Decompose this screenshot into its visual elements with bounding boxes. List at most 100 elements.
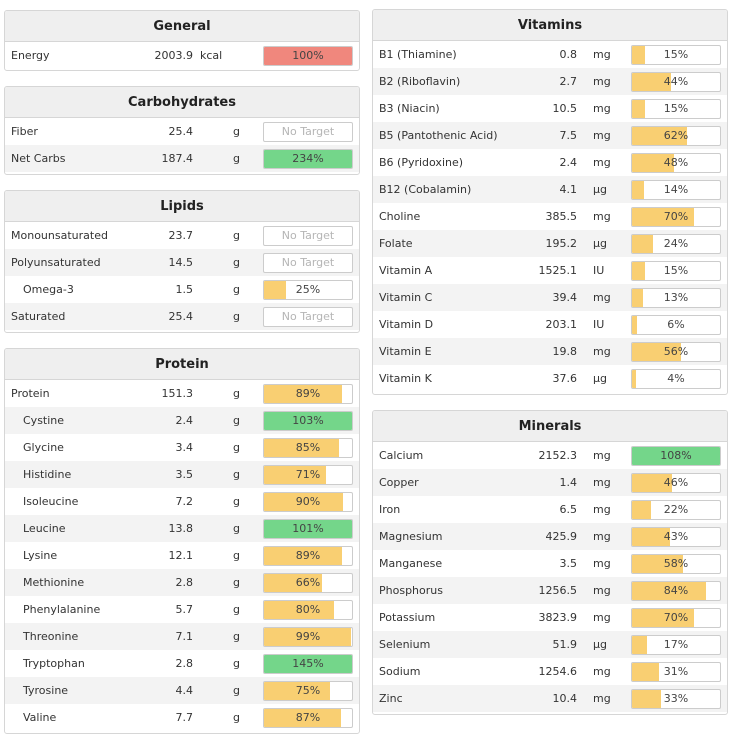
nutrient-unit: g: [233, 549, 240, 562]
nutrient-amount: 3823.9: [538, 611, 578, 624]
nutrient-amount: 3.5: [559, 557, 578, 570]
nutrient-row: Leucine 13.8 g 101%: [5, 515, 359, 542]
nutrient-name: Iron: [379, 503, 401, 516]
nutrient-unit: g: [233, 657, 240, 670]
target-progress-bar: 58%: [631, 554, 721, 574]
nutrient-name: Protein: [11, 387, 50, 400]
target-progress-bar: 89%: [263, 546, 353, 566]
nutrient-amount: 2003.9: [154, 49, 194, 62]
nutrient-row: Vitamin K 37.6 µg 4%: [373, 365, 727, 392]
target-progress-bar: No Target: [263, 122, 353, 142]
target-progress-bar: 31%: [631, 662, 721, 682]
target-progress-bar: 75%: [263, 681, 353, 701]
target-progress-bar: 15%: [631, 99, 721, 119]
nutrient-row: Vitamin C 39.4 mg 13%: [373, 284, 727, 311]
progress-fill: [632, 154, 675, 172]
nutrient-row: Vitamin D 203.1 IU 6%: [373, 311, 727, 338]
progress-fill: [264, 47, 352, 65]
nutrient-row: Omega-3 1.5 g 25%: [5, 276, 359, 303]
nutrient-amount: 2.7: [559, 75, 578, 88]
progress-fill: [264, 709, 341, 727]
progress-percent-label: 108%: [660, 449, 692, 462]
progress-percent-label: 89%: [295, 549, 321, 562]
target-progress-bar: No Target: [263, 253, 353, 273]
nutrient-row: Copper 1.4 mg 46%: [373, 469, 727, 496]
progress-percent-label: 6%: [667, 318, 685, 331]
nutrient-name: Omega-3: [23, 283, 74, 296]
nutrient-unit: g: [233, 603, 240, 616]
nutrient-name: Methionine: [23, 576, 85, 589]
nutrient-name: Vitamin E: [379, 345, 432, 358]
nutrient-name: Phenylalanine: [23, 603, 101, 616]
progress-percent-label: 62%: [663, 129, 689, 142]
progress-fill: [264, 682, 330, 700]
progress-percent-label: 48%: [663, 156, 689, 169]
progress-fill: [632, 609, 694, 627]
nutrient-row: Folate 195.2 µg 24%: [373, 230, 727, 257]
target-progress-bar: 103%: [263, 411, 353, 431]
nutrient-name: B1 (Thiamine): [379, 48, 457, 61]
progress-percent-label: 80%: [295, 603, 321, 616]
nutrient-name: Manganese: [379, 557, 443, 570]
nutrient-name: Tryptophan: [23, 657, 85, 670]
target-progress-bar: 145%: [263, 654, 353, 674]
nutrient-amount: 7.2: [175, 495, 194, 508]
progress-fill: [264, 574, 323, 592]
nutrient-row: Histidine 3.5 g 71%: [5, 461, 359, 488]
nutrient-row: Saturated 25.4 g No Target: [5, 303, 359, 330]
nutrient-row: B3 (Niacin) 10.5 mg 15%: [373, 95, 727, 122]
nutrient-row: Energy 2003.9 kcal 100%: [5, 42, 359, 69]
target-progress-bar: 13%: [631, 288, 721, 308]
nutrient-unit: mg: [593, 345, 611, 358]
progress-fill: [632, 127, 687, 145]
nutrient-unit: g: [233, 229, 240, 242]
progress-percent-label: 15%: [663, 102, 689, 115]
vitamins-panel-title: Vitamins: [373, 10, 727, 41]
nutrient-row: Glycine 3.4 g 85%: [5, 434, 359, 461]
minerals-panel: Minerals Calcium 2152.3 mg 108% Copper 1.4 mg 4…: [372, 410, 728, 715]
nutrient-row: Manganese 3.5 mg 58%: [373, 550, 727, 577]
nutrient-row: Vitamin E 19.8 mg 56%: [373, 338, 727, 365]
nutrient-name: Fiber: [11, 125, 38, 138]
nutrient-unit: mg: [593, 530, 611, 543]
minerals-rows: Calcium 2152.3 mg 108% Copper 1.4 mg 46% Iron 6.5…: [373, 442, 727, 712]
target-progress-bar: No Target: [263, 226, 353, 246]
nutrient-row: Tyrosine 4.4 g 75%: [5, 677, 359, 704]
target-progress-bar: 6%: [631, 315, 721, 335]
nutrient-name: Saturated: [11, 310, 66, 323]
nutrient-row: Phosphorus 1256.5 mg 84%: [373, 577, 727, 604]
nutrient-row: Phenylalanine 5.7 g 80%: [5, 596, 359, 623]
nutrient-row: Selenium 51.9 µg 17%: [373, 631, 727, 658]
nutrient-amount: 3.5: [175, 468, 194, 481]
nutrient-amount: 203.1: [545, 318, 578, 331]
lipids-rows: Monounsaturated 23.7 g No Target Polyunsatur…: [5, 222, 359, 330]
nutrient-amount: 3.4: [175, 441, 194, 454]
nutrient-amount: 23.7: [168, 229, 194, 242]
nutrient-row: B12 (Cobalamin) 4.1 µg 14%: [373, 176, 727, 203]
carbohydrates-panel-title: Carbohydrates: [5, 87, 359, 118]
nutrient-row: Polyunsaturated 14.5 g No Target: [5, 249, 359, 276]
nutrient-name: Glycine: [23, 441, 64, 454]
nutrient-row: B5 (Pantothenic Acid) 7.5 mg 62%: [373, 122, 727, 149]
progress-percent-label: No Target: [281, 229, 335, 242]
target-progress-bar: 108%: [631, 446, 721, 466]
nutrient-amount: 385.5: [545, 210, 578, 223]
progress-fill: [632, 636, 647, 654]
progress-percent-label: 100%: [292, 49, 324, 62]
nutrient-amount: 25.4: [168, 125, 194, 138]
progress-fill: [632, 262, 646, 280]
nutrient-name: Phosphorus: [379, 584, 443, 597]
nutrient-name: Leucine: [23, 522, 66, 535]
general-panel-title: General: [5, 11, 359, 42]
nutrient-row: Monounsaturated 23.7 g No Target: [5, 222, 359, 249]
nutrient-unit: mg: [593, 503, 611, 516]
progress-percent-label: 13%: [663, 291, 689, 304]
nutrient-name: B6 (Pyridoxine): [379, 156, 464, 169]
nutrient-unit: g: [233, 256, 240, 269]
nutrient-row: Fiber 25.4 g No Target: [5, 118, 359, 145]
nutrient-amount: 13.8: [168, 522, 194, 535]
progress-percent-label: 56%: [663, 345, 689, 358]
progress-percent-label: 17%: [663, 638, 689, 651]
nutrient-row: B6 (Pyridoxine) 2.4 mg 48%: [373, 149, 727, 176]
nutrient-unit: g: [233, 414, 240, 427]
